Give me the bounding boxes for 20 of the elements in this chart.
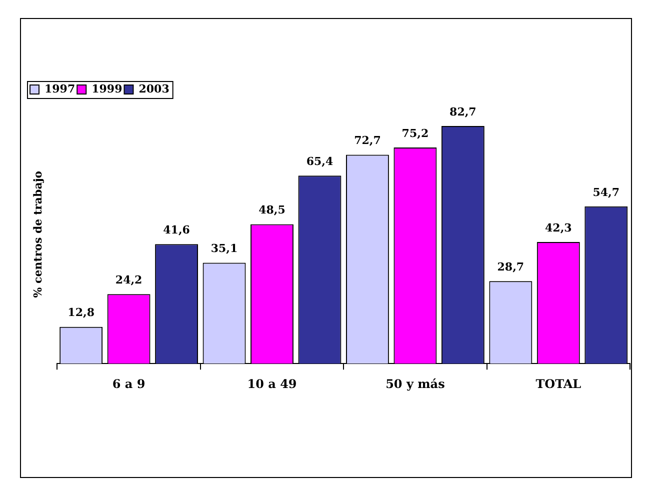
- data-label: 82,7: [450, 105, 476, 118]
- data-label: 54,7: [592, 186, 620, 199]
- y-axis-title: % centros de trabajo: [31, 170, 44, 298]
- data-label: 41,6: [163, 223, 190, 236]
- data-label: 28,7: [497, 260, 524, 274]
- x-tick-label: TOTAL: [536, 376, 582, 391]
- data-label: 35,1: [210, 242, 238, 256]
- data-label: 75,2: [402, 126, 429, 140]
- legend-label: 1997: [44, 82, 76, 96]
- legend-label: 1999: [92, 82, 122, 96]
- data-label: 12,8: [68, 306, 95, 320]
- data-label: 48,5: [258, 204, 286, 217]
- x-tick-label: 10 a 49: [247, 376, 297, 391]
- data-label: 42,3: [545, 221, 572, 234]
- x-tick-label: 50 y más: [386, 376, 446, 391]
- data-label: 72,7: [354, 134, 381, 148]
- x-tick-label: 6 a 9: [112, 376, 146, 391]
- legend-label: 2003: [138, 82, 170, 96]
- data-label: 65,4: [306, 155, 334, 168]
- data-label: 24,2: [115, 273, 142, 286]
